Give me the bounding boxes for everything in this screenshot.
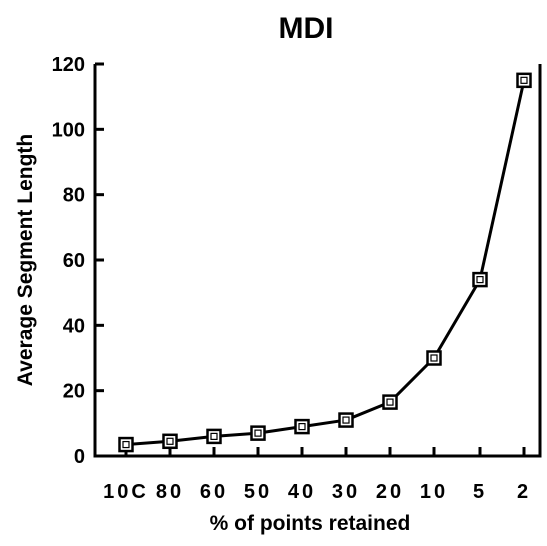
data-point-marker <box>516 72 532 89</box>
y-tick-label: 120 <box>52 54 85 76</box>
series-markers <box>118 72 532 453</box>
y-tick-label: 0 <box>74 446 85 468</box>
x-tick-label: 40 <box>288 481 316 503</box>
x-tick-label: 30 <box>332 481 360 503</box>
series-line <box>125 80 526 447</box>
x-tick-label: 10C <box>103 481 149 503</box>
x-tick-label: 80 <box>156 481 184 503</box>
x-tick-label: 20 <box>376 481 404 503</box>
x-tick-label: 5 <box>473 481 487 503</box>
data-point-marker <box>472 271 488 288</box>
x-axis-label: % of points retained <box>210 512 411 535</box>
plot-area: 0 20 40 60 80 100 120 10C 80 60 50 40 30 20 10 5 2 <box>52 54 542 503</box>
y-tick-label: 60 <box>63 250 85 272</box>
data-point-marker <box>118 436 134 453</box>
x-tick-label: 10 <box>420 481 448 503</box>
y-tick-label: 100 <box>52 119 85 141</box>
x-tick-label: 50 <box>244 481 272 503</box>
data-point-marker <box>426 350 442 366</box>
y-tick-label: 40 <box>63 315 85 337</box>
chart-title: MDI <box>279 12 334 45</box>
x-tick-label: 2 <box>517 481 531 503</box>
data-point-marker <box>206 428 222 445</box>
y-tick-label: 20 <box>63 381 85 403</box>
y-axis-label-group: Average Segment Length <box>14 134 37 386</box>
data-point-marker <box>162 433 178 450</box>
y-axis-ticks: 0 20 40 60 80 100 120 <box>52 54 104 468</box>
data-point-marker <box>338 412 354 428</box>
y-axis-label: Average Segment Length <box>14 134 37 386</box>
y-tick-label: 80 <box>63 185 85 207</box>
data-point-marker <box>382 394 398 410</box>
x-tick-label: 60 <box>200 481 228 503</box>
plot-frame <box>93 64 542 458</box>
data-point-marker <box>294 418 310 435</box>
data-point-marker <box>250 425 266 441</box>
